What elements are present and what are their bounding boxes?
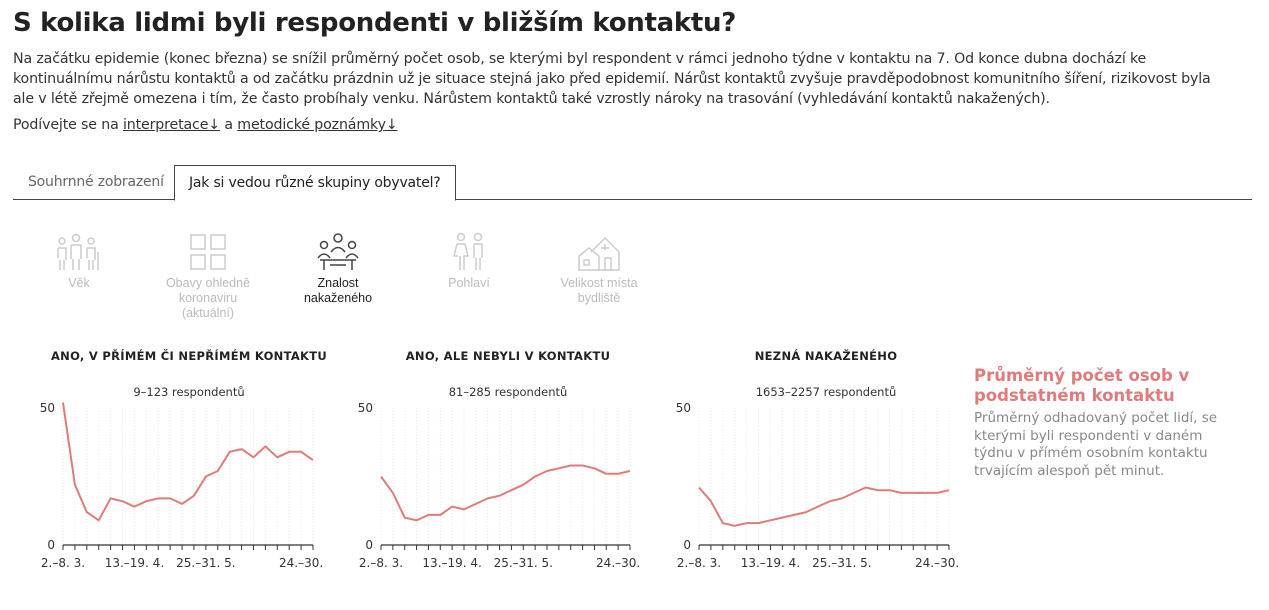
y-tick-label: 0 bbox=[47, 538, 55, 552]
legend-description: Průměrný odhadovaný počet lidí, se který… bbox=[974, 410, 1218, 479]
y-tick-label: 0 bbox=[683, 538, 691, 552]
x-tick-label: 2.–8. 3. bbox=[41, 556, 85, 570]
category-residence-size[interactable]: Velikost místa bydliště bbox=[544, 232, 654, 306]
tab-summary[interactable]: Souhrnné zobrazení bbox=[28, 174, 164, 190]
x-tick-label: 25.–31. 5. bbox=[812, 556, 871, 570]
method-notes-link[interactable]: metodické poznámky↓ bbox=[237, 117, 398, 133]
chart-panel-0: ANO, V PŘÍMÉM ČI NEPŘÍMÉM KONTAKTU 9–123 … bbox=[40, 348, 327, 570]
chart-subtitle: 81–285 respondentů bbox=[449, 385, 568, 399]
chart-title: NEZNÁ NAKAŽENÉHO bbox=[755, 348, 898, 363]
x-tick-label: 25.–31. 5. bbox=[494, 556, 553, 570]
chart-panel-1: ANO, ALE NEBYLI V KONTAKTU 81–285 respond… bbox=[358, 349, 641, 570]
links-middle: a bbox=[220, 117, 238, 133]
series-line bbox=[698, 486, 950, 527]
interpretation-link[interactable]: interpretace↓ bbox=[122, 117, 221, 133]
houses-icon bbox=[578, 236, 620, 271]
tab-bar: Souhrnné zobrazení Jak si vedou různé sk… bbox=[13, 165, 1252, 201]
links-prefix: Podívejte se na bbox=[13, 117, 123, 133]
tab-groups[interactable]: Jak si vedou různé skupiny obyvatel? bbox=[174, 165, 456, 201]
x-tick-label: 24.–30. bbox=[596, 556, 640, 570]
chart-panel-2: NEZNÁ NAKAŽENÉHO 1653–2257 respondentů 0 50… bbox=[676, 348, 959, 570]
y-tick-label: 0 bbox=[365, 538, 373, 552]
people-age-icon bbox=[57, 233, 99, 270]
x-tick-label: 13.–19. 4. bbox=[422, 556, 481, 570]
chart-subtitle: 1653–2257 respondentů bbox=[756, 385, 897, 399]
y-tick-label: 50 bbox=[676, 401, 691, 415]
people-meeting-icon bbox=[317, 233, 359, 270]
category-age[interactable]: Věk bbox=[24, 232, 134, 291]
category-label: Pohlaví bbox=[448, 276, 490, 290]
legend-title: Průměrný počet osob v podstatném kontakt… bbox=[974, 366, 1190, 405]
chart-title: ANO, ALE NEBYLI V KONTAKTU bbox=[406, 349, 611, 363]
category-label: Obavy ohledně koronaviru (aktuální) bbox=[165, 276, 251, 320]
category-knows-infected[interactable]: Znalost nakaženého bbox=[283, 232, 393, 306]
y-tick-label: 50 bbox=[40, 401, 55, 415]
links-line: Podívejte se na interpretace↓ a metodick… bbox=[13, 117, 398, 133]
chart-subtitle: 9–123 respondentů bbox=[133, 385, 244, 399]
x-tick-label: 2.–8. 3. bbox=[359, 556, 403, 570]
series-line bbox=[62, 402, 314, 522]
category-label: Znalost nakaženého bbox=[303, 276, 373, 305]
x-tick-label: 25.–31. 5. bbox=[176, 556, 235, 570]
x-tick-label: 2.–8. 3. bbox=[677, 556, 721, 570]
category-label: Věk bbox=[68, 276, 90, 290]
series-line bbox=[380, 464, 631, 522]
chart-title: ANO, V PŘÍMÉM ČI NEPŘÍMÉM KONTAKTU bbox=[51, 348, 327, 363]
grid-squares-icon bbox=[190, 234, 226, 270]
man-woman-icon bbox=[453, 232, 483, 270]
x-tick-label: 13.–19. 4. bbox=[105, 556, 164, 570]
category-worries[interactable]: Obavy ohledně koronaviru (aktuální) bbox=[153, 232, 263, 321]
y-tick-label: 50 bbox=[358, 401, 373, 415]
x-tick-label: 24.–30. bbox=[279, 556, 323, 570]
intro-text: Na začátku epidemie (konec března) se sn… bbox=[13, 51, 1211, 107]
category-gender[interactable]: Pohlaví bbox=[414, 232, 524, 291]
page-title: S kolika lidmi byli respondenti v bližší… bbox=[13, 8, 736, 38]
category-label: Velikost místa bydliště bbox=[560, 276, 638, 305]
x-tick-label: 13.–19. 4. bbox=[741, 556, 800, 570]
x-tick-label: 24.–30. bbox=[915, 556, 959, 570]
